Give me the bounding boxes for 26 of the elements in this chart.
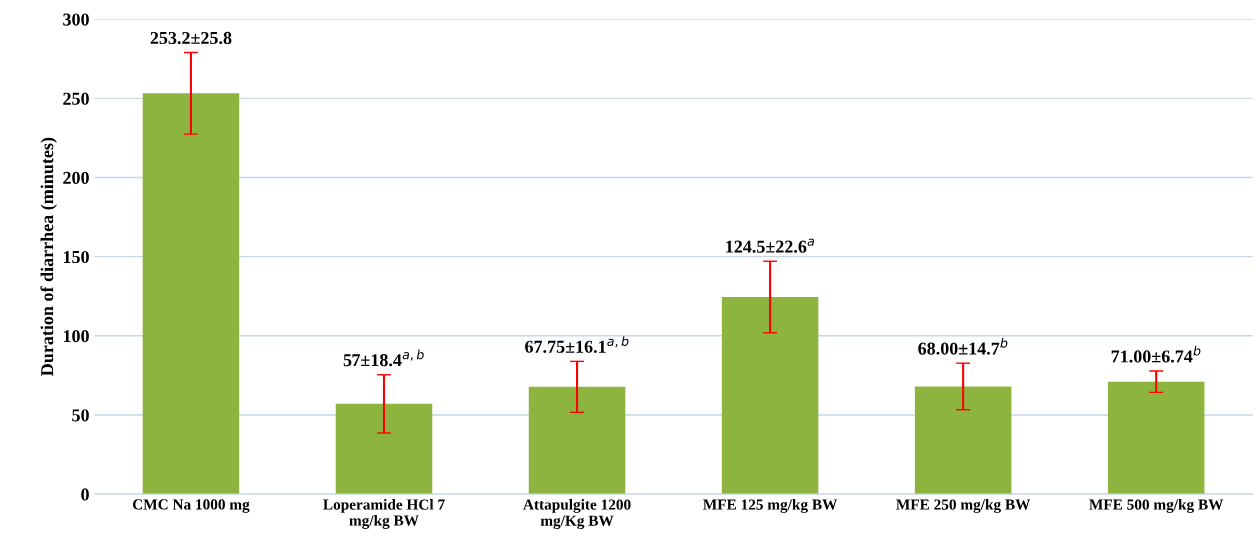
y-tick-label: 150 bbox=[63, 250, 89, 264]
bar bbox=[335, 403, 433, 495]
y-tick-label: 300 bbox=[63, 13, 89, 26]
x-tick-label: Attapulgite 1200 mg/Kg BW bbox=[523, 498, 631, 530]
y-tick-label: 50 bbox=[72, 409, 89, 422]
x-tick-label: MFE 125 mg/kg BW bbox=[703, 498, 838, 513]
bar bbox=[142, 93, 240, 495]
bar bbox=[721, 297, 819, 495]
x-tick-label: CMC Na 1000 mg bbox=[132, 499, 250, 513]
data-label: 253.2±25.8 bbox=[150, 31, 232, 45]
data-label: 67.75±16.1$^{a,b}$ bbox=[525, 336, 629, 353]
x-tick-label: MFE 250 mg/kg BW bbox=[896, 498, 1031, 513]
y-tick-label: 250 bbox=[63, 92, 89, 105]
data-label: 57±18.4$^{a,b}$ bbox=[343, 349, 424, 367]
data-label: 71.00±6.74$^{b}$ bbox=[1111, 345, 1201, 363]
y-tick-label: 100 bbox=[63, 330, 89, 343]
y-tick-label: 200 bbox=[63, 171, 89, 184]
data-label: 68.00±14.7$^{b}$ bbox=[918, 337, 1008, 355]
bar bbox=[914, 386, 1012, 495]
x-tick-label: MFE 500 mg/kg BW bbox=[1089, 498, 1224, 513]
y-tick-label: 0 bbox=[81, 488, 89, 501]
x-tick-label: Loperamide HCl 7 mg/kg BW bbox=[323, 498, 445, 529]
y-axis-title: Duration of diarrhea (minutes) bbox=[40, 137, 57, 376]
bar bbox=[528, 386, 626, 495]
data-label: 124.5±22.6$^{a}$ bbox=[726, 238, 814, 253]
bar bbox=[1107, 381, 1205, 495]
